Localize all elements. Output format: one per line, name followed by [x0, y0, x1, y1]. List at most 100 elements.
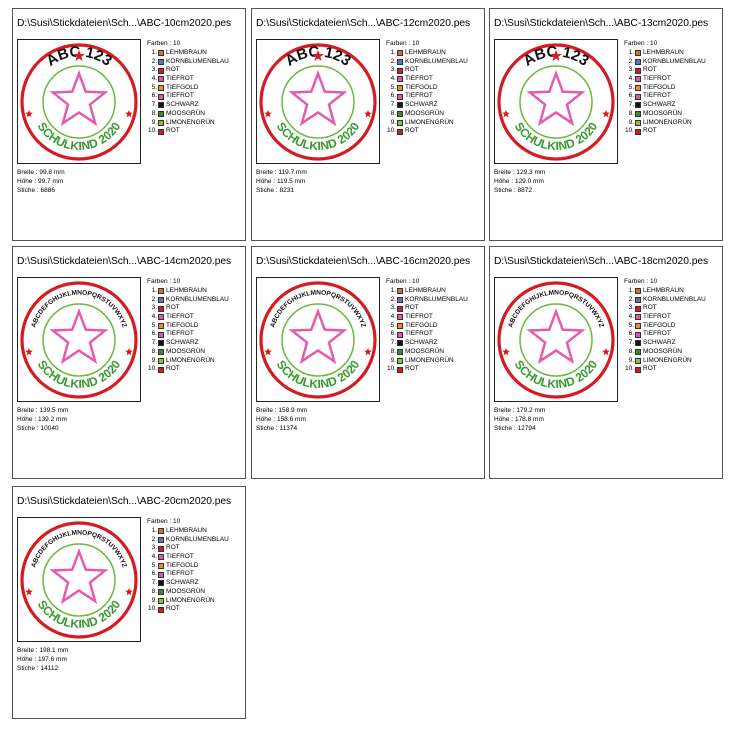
file-card[interactable]: D:\Susi\Stickdateien\Sch...\ABC-18cm2020… [489, 246, 723, 479]
color-number: 8. [390, 347, 396, 355]
color-swatch [397, 305, 403, 312]
color-row: 1. LEHMBRAUN [147, 49, 245, 58]
color-swatch [635, 50, 641, 57]
color-name: SCHWARZ [643, 101, 676, 109]
color-count: Farben : 10 [147, 40, 181, 47]
design-stats: Breite : 119.7 mm Höhe : 119.5 mm Stiche… [256, 168, 307, 195]
color-swatch [158, 50, 164, 57]
color-swatch [158, 554, 164, 561]
color-name: KORNBLUMENBLAU [643, 295, 706, 303]
color-number: 7. [151, 101, 157, 109]
color-number: 2. [151, 295, 157, 303]
height-value: Höhe : 119.5 mm [256, 178, 306, 185]
color-number: 8. [151, 587, 157, 595]
color-swatch [635, 67, 641, 74]
color-row: 1. LEHMBRAUN [386, 49, 484, 58]
design-preview[interactable]: ABCDEFGHIJKLMNOPQRSTUVWXYZ SCHULKIND 2020 [17, 277, 141, 402]
color-row: 6. TIEFROT [624, 92, 722, 101]
color-name: SCHWARZ [643, 339, 676, 347]
color-name: ROT [166, 544, 180, 552]
color-number: 2. [628, 295, 634, 303]
design-preview[interactable]: ABCDEFGHIJKLMNOPQRSTUVWXYZ SCHULKIND 2020 [256, 277, 380, 402]
color-name: LEHMBRAUN [166, 49, 207, 56]
color-row: 1. LEHMBRAUN [386, 287, 484, 296]
color-name: LIMONENGRÜN [166, 118, 215, 126]
color-swatch [635, 357, 641, 364]
color-number: 2. [390, 295, 396, 303]
color-number: 10. [386, 127, 396, 135]
color-name: ROT [166, 304, 180, 312]
color-number: 1. [390, 49, 396, 56]
color-list: Farben : 10 1. LEHMBRAUN 2. KORNBLUMENBLAU 3.… [386, 277, 484, 374]
color-swatch [158, 537, 164, 544]
color-number: 3. [151, 66, 157, 74]
color-row: 3. ROT [147, 544, 245, 553]
design-preview[interactable]: ABC 123 SCHULKIND 2020 [494, 39, 618, 164]
color-row: 9. LIMONENGRÜN [147, 119, 245, 128]
stitch-count: Stiche : 10040 [17, 425, 59, 432]
design-preview[interactable]: ABC 123 SCHULKIND 2020 [256, 39, 380, 164]
color-row: 2. KORNBLUMENBLAU [386, 296, 484, 305]
star-center [56, 77, 102, 121]
color-number: 7. [390, 339, 396, 347]
file-card[interactable]: D:\Susi\Stickdateien\Sch...\ABC-13cm2020… [489, 8, 723, 241]
color-number: 7. [628, 101, 634, 109]
color-name: KORNBLUMENBLAU [405, 295, 468, 303]
color-name: ROT [166, 605, 180, 613]
color-swatch [635, 366, 641, 373]
color-swatch [158, 545, 164, 552]
color-swatch [158, 59, 164, 66]
color-number: 9. [151, 118, 157, 126]
inner-green-ring [519, 303, 593, 377]
star-center [533, 315, 579, 359]
color-row: 7. SCHWARZ [386, 101, 484, 110]
color-row: 5. TIEFGOLD [624, 322, 722, 331]
color-number: 8. [628, 109, 634, 117]
color-name: LIMONENGRÜN [405, 356, 454, 364]
color-number: 4. [390, 75, 396, 83]
color-name: LIMONENGRÜN [643, 118, 692, 126]
color-number: 5. [151, 83, 157, 91]
small-star-left [25, 348, 33, 356]
file-card[interactable]: D:\Susi\Stickdateien\Sch...\ABC-16cm2020… [251, 246, 485, 479]
file-card[interactable]: D:\Susi\Stickdateien\Sch...\ABC-14cm2020… [12, 246, 246, 479]
stitch-count: Stiche : 12794 [494, 425, 536, 432]
color-number: 3. [390, 304, 396, 312]
small-star-top [73, 50, 85, 61]
outer-red-ring [497, 43, 615, 161]
file-card[interactable]: D:\Susi\Stickdateien\Sch...\ABC-20cm2020… [12, 486, 246, 719]
color-number: 1. [628, 287, 634, 294]
color-name: LEHMBRAUN [643, 49, 684, 56]
color-swatch [158, 111, 164, 118]
file-card[interactable]: D:\Susi\Stickdateien\Sch...\ABC-10cm2020… [12, 8, 246, 241]
color-number: 6. [628, 92, 634, 100]
color-swatch [158, 571, 164, 578]
color-row: 5. TIEFGOLD [147, 562, 245, 571]
color-row: 3. ROT [386, 304, 484, 313]
color-name: LIMONENGRÜN [166, 596, 215, 604]
small-star-right [125, 588, 133, 596]
small-star-left [502, 348, 510, 356]
color-swatch [635, 305, 641, 312]
color-name: ROT [166, 127, 180, 135]
color-row: 9. LIMONENGRÜN [386, 357, 484, 366]
color-name: KORNBLUMENBLAU [405, 57, 468, 65]
color-swatch [635, 288, 641, 295]
color-count: Farben : 10 [147, 278, 181, 285]
design-stats: Breite : 129.3 mm Höhe : 129.0 mm Stiche… [494, 168, 545, 195]
color-row: 8. MOOSGRÜN [386, 348, 484, 357]
color-name: TIEFGOLD [405, 83, 438, 91]
color-name: TIEFGOLD [405, 321, 438, 329]
color-name: ROT [166, 365, 180, 373]
design-preview[interactable]: ABC 123 SCHULKIND 2020 [17, 39, 141, 164]
design-preview[interactable]: ABCDEFGHIJKLMNOPQRSTUVWXYZ SCHULKIND 2020 [17, 517, 141, 642]
color-number: 7. [390, 101, 396, 109]
file-card[interactable]: D:\Susi\Stickdateien\Sch...\ABC-12cm2020… [251, 8, 485, 241]
color-row: 10. ROT [624, 365, 722, 374]
design-preview[interactable]: ABCDEFGHIJKLMNOPQRSTUVWXYZ SCHULKIND 2020 [494, 277, 618, 402]
color-swatch [635, 340, 641, 347]
